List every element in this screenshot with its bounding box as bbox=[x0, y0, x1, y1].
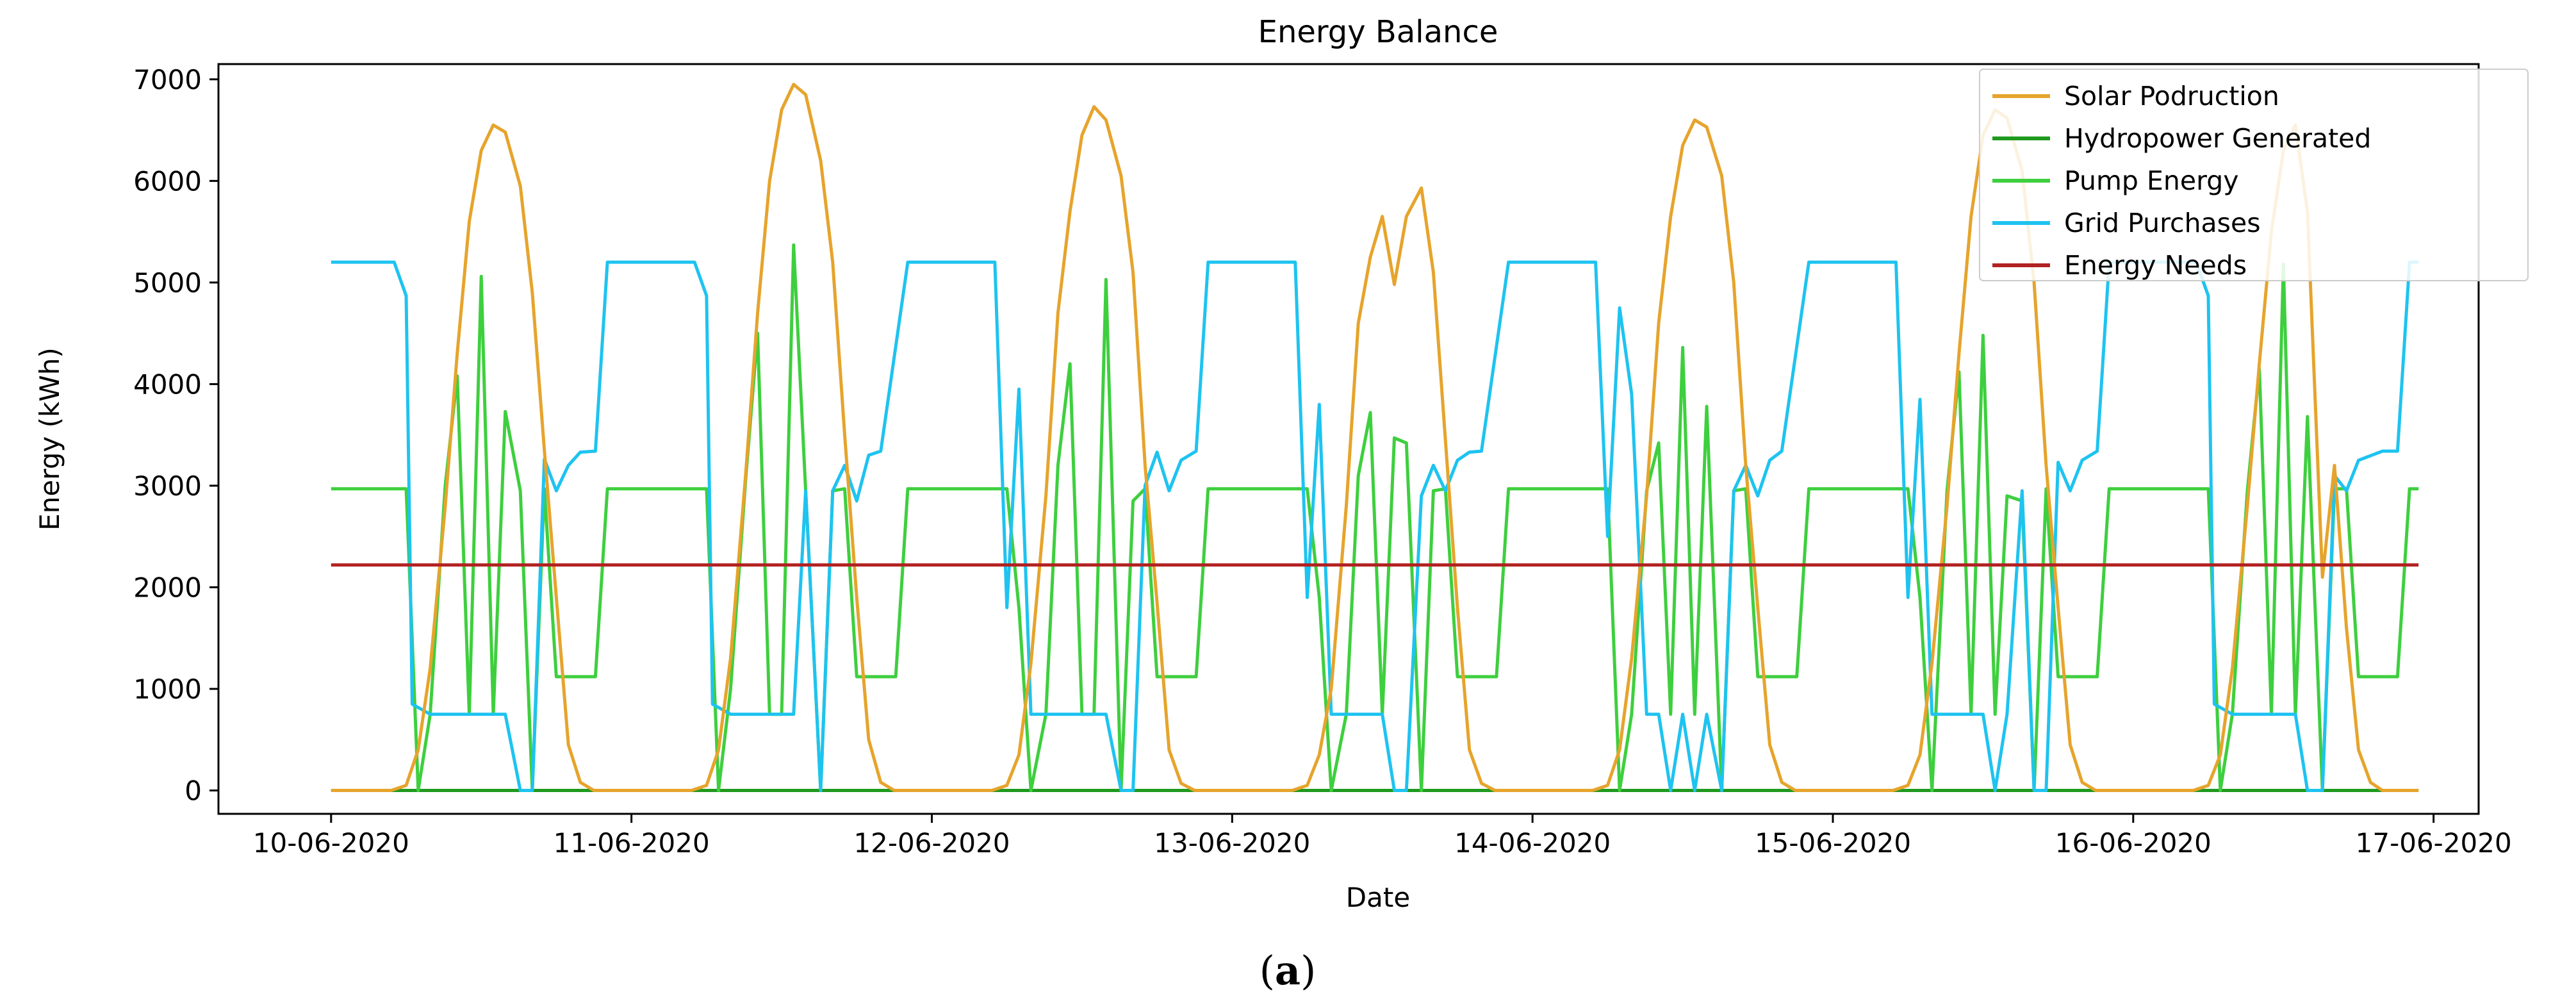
series-line-grid-purchases bbox=[331, 260, 2419, 792]
x-tick-label: 16-06-2020 bbox=[2055, 827, 2211, 859]
x-tick-label: 10-06-2020 bbox=[253, 827, 409, 859]
x-axis: 10-06-2020 11-06-2020 12-06-2020 13-06-2020… bbox=[253, 814, 2512, 859]
series-layer bbox=[331, 83, 2419, 792]
y-tick-label: 6000 bbox=[133, 165, 202, 197]
x-tick-label: 13-06-2020 bbox=[1154, 827, 1310, 859]
y-tick-label: 5000 bbox=[133, 267, 202, 299]
x-tick-label: 15-06-2020 bbox=[1755, 827, 1911, 859]
legend-label-pump-energy: Pump Energy bbox=[2064, 165, 2239, 196]
y-tick-label: 1000 bbox=[133, 673, 202, 705]
series-line-solar-podruction bbox=[331, 83, 2419, 792]
y-tick-label: 0 bbox=[185, 775, 202, 807]
series-line-pump-energy bbox=[331, 243, 2419, 792]
legend-label-solar-podruction: Solar Podruction bbox=[2064, 81, 2279, 112]
x-tick-label: 12-06-2020 bbox=[853, 827, 1010, 859]
y-tick-label: 3000 bbox=[133, 470, 202, 502]
x-tick-label: 14-06-2020 bbox=[1454, 827, 1611, 859]
legend-box bbox=[1979, 69, 2529, 281]
y-tick-label: 4000 bbox=[133, 368, 202, 400]
chart-title: Energy Balance bbox=[1258, 14, 1498, 50]
figure-caption: (a) bbox=[1259, 947, 1317, 994]
y-tick-label: 7000 bbox=[133, 64, 202, 95]
caption-close-paren: ) bbox=[1300, 947, 1316, 994]
caption-open-paren: ( bbox=[1259, 947, 1275, 994]
legend-label-grid-purchases: Grid Purchases bbox=[2064, 208, 2261, 238]
legend: Solar Podruction Hydropower Generated Pump… bbox=[1979, 69, 2529, 281]
y-tick-label: 2000 bbox=[133, 572, 202, 603]
y-axis-label: Energy (kWh) bbox=[34, 347, 65, 531]
caption-letter: a bbox=[1275, 947, 1300, 994]
x-axis-label: Date bbox=[1346, 882, 1410, 913]
legend-label-energy-needs: Energy Needs bbox=[2064, 250, 2247, 281]
legend-label-hydropower-generated: Hydropower Generated bbox=[2064, 123, 2371, 154]
x-tick-label: 17-06-2020 bbox=[2356, 827, 2512, 859]
x-tick-label: 11-06-2020 bbox=[554, 827, 710, 859]
y-axis: 0 1000 2000 3000 4000 5000 6000 7000 bbox=[133, 64, 218, 807]
plot-frame bbox=[217, 63, 2480, 815]
